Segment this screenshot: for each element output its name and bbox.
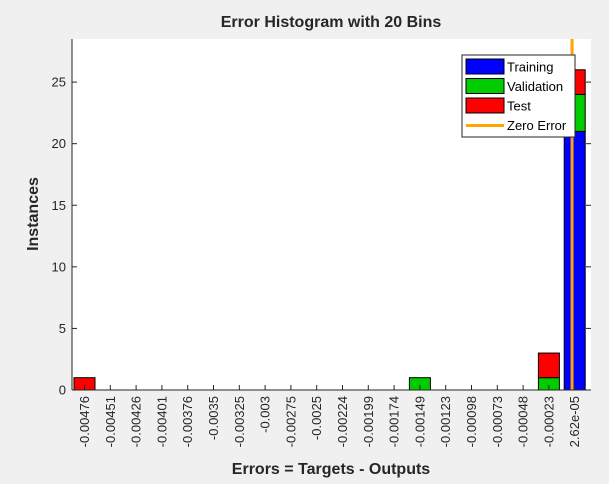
x-tick-label: -0.00073	[490, 396, 505, 447]
bar-training-19	[563, 130, 586, 391]
legend-swatch-test	[465, 97, 505, 114]
x-tick-label: -0.00426	[129, 396, 144, 447]
legend-label: Training	[507, 60, 553, 75]
bar-test-18	[537, 352, 560, 379]
x-tick-label: -0.0035	[206, 396, 221, 440]
x-ticks-layer: -0.00476 -0.00451 -0.00426 -0.00401 -0.00376…	[77, 385, 582, 447]
x-tick-label: -0.00149	[412, 396, 427, 447]
x-tick-label: -0.00476	[77, 396, 92, 447]
x-tick-label: -0.0025	[309, 396, 324, 440]
legend-swatch-training	[465, 58, 505, 75]
x-tick-label: -0.00174	[387, 396, 402, 447]
y-tick-label: 5	[59, 321, 66, 336]
y-tick-label: 25	[52, 75, 66, 90]
y-tick-label: 0	[59, 383, 66, 398]
legend-label: Validation	[507, 79, 563, 94]
y-tick-label: 20	[52, 136, 66, 151]
chart-title: Error Histogram with 20 Bins	[221, 14, 442, 31]
y-tick-label: 10	[52, 259, 66, 274]
x-tick-label: -0.00451	[103, 396, 118, 447]
x-tick-label: -0.00376	[180, 396, 195, 447]
x-tick-label: 2.62e-05	[567, 396, 582, 447]
x-tick-label: -0.00023	[541, 396, 556, 447]
x-tick-label: -0.003	[258, 396, 273, 433]
legend: Training Validation Test Zero Error	[461, 54, 576, 138]
legend-swatch-validation	[465, 78, 505, 94]
y-ticks-layer: 0 5 10 15 20 25	[52, 75, 591, 398]
legend-label: Test	[507, 99, 531, 114]
x-axis-label: Errors = Targets - Outputs	[232, 461, 431, 478]
x-tick-label: -0.00123	[438, 396, 453, 447]
y-tick-label: 15	[52, 198, 66, 213]
x-tick-label: -0.00401	[154, 396, 169, 447]
x-tick-label: -0.00325	[232, 396, 247, 447]
x-tick-label: -0.00224	[335, 396, 350, 447]
x-tick-label: -0.00199	[361, 396, 376, 447]
y-axis-label: Instances	[25, 177, 42, 251]
x-tick-label: -0.00048	[516, 396, 531, 447]
x-tick-label: -0.00275	[283, 396, 298, 447]
legend-label: Zero Error	[507, 118, 567, 133]
x-tick-label: -0.00098	[464, 396, 479, 447]
